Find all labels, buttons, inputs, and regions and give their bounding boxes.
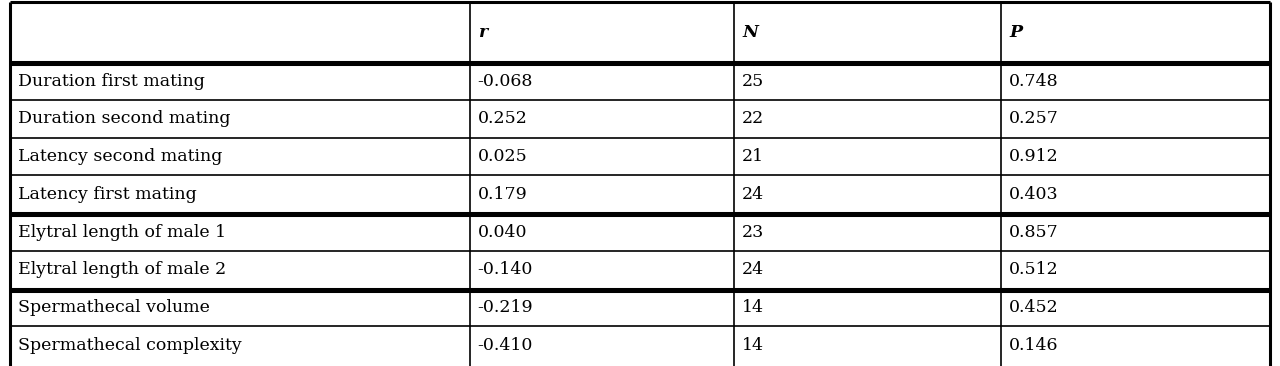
Text: 22: 22 bbox=[742, 110, 764, 127]
Text: Elytral length of male 1: Elytral length of male 1 bbox=[18, 224, 227, 240]
Text: 0.146: 0.146 bbox=[1009, 337, 1059, 354]
Text: -0.219: -0.219 bbox=[477, 299, 534, 316]
Text: N: N bbox=[742, 23, 758, 41]
Text: 0.040: 0.040 bbox=[477, 224, 527, 240]
Text: 14: 14 bbox=[742, 299, 764, 316]
Text: Elytral length of male 2: Elytral length of male 2 bbox=[18, 261, 227, 278]
Text: -0.410: -0.410 bbox=[477, 337, 532, 354]
Text: Latency first mating: Latency first mating bbox=[18, 186, 197, 203]
Text: -0.140: -0.140 bbox=[477, 261, 532, 278]
Text: 0.179: 0.179 bbox=[477, 186, 527, 203]
Text: -0.068: -0.068 bbox=[477, 72, 532, 90]
Text: 25: 25 bbox=[742, 72, 764, 90]
Text: 0.252: 0.252 bbox=[477, 110, 527, 127]
Text: Spermathecal complexity: Spermathecal complexity bbox=[18, 337, 242, 354]
Text: Spermathecal volume: Spermathecal volume bbox=[18, 299, 210, 316]
Text: 0.257: 0.257 bbox=[1009, 110, 1059, 127]
Text: 0.912: 0.912 bbox=[1009, 148, 1059, 165]
Text: 0.403: 0.403 bbox=[1009, 186, 1059, 203]
Text: r: r bbox=[477, 23, 486, 41]
Text: Duration second mating: Duration second mating bbox=[18, 110, 230, 127]
Text: 0.857: 0.857 bbox=[1009, 224, 1059, 240]
Text: 0.748: 0.748 bbox=[1009, 72, 1059, 90]
Text: 21: 21 bbox=[742, 148, 764, 165]
Text: 0.025: 0.025 bbox=[477, 148, 527, 165]
Text: 24: 24 bbox=[742, 186, 764, 203]
Text: 23: 23 bbox=[742, 224, 764, 240]
Text: 24: 24 bbox=[742, 261, 764, 278]
Text: 14: 14 bbox=[742, 337, 764, 354]
Text: P: P bbox=[1009, 23, 1023, 41]
Text: Duration first mating: Duration first mating bbox=[18, 72, 205, 90]
Text: Latency second mating: Latency second mating bbox=[18, 148, 223, 165]
Text: 0.452: 0.452 bbox=[1009, 299, 1059, 316]
Text: 0.512: 0.512 bbox=[1009, 261, 1059, 278]
